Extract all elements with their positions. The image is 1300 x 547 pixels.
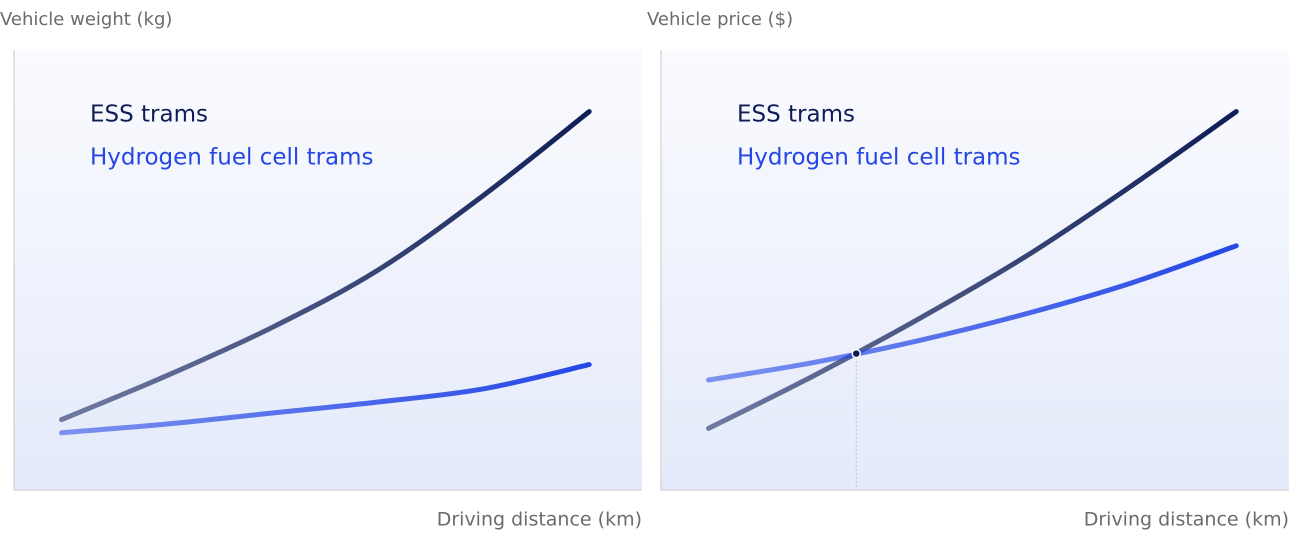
x-axis-label: Driving distance (km): [437, 509, 642, 531]
chart-title: Vehicle price ($): [647, 9, 793, 30]
chart-title: Vehicle weight (kg): [0, 9, 172, 30]
legend-label: Hydrogen fuel cell trams: [737, 145, 1021, 171]
legend-label: Hydrogen fuel cell trams: [90, 145, 374, 171]
plot-background: [661, 50, 1289, 490]
legend-label: ESS trams: [737, 102, 855, 128]
marker-point: [851, 348, 862, 359]
series-line: [705, 243, 1239, 383]
series-line: [705, 109, 1239, 431]
series-line: [58, 109, 592, 423]
series-line: [58, 362, 592, 436]
x-axis-label: Driving distance (km): [1084, 509, 1289, 531]
legend-label: ESS trams: [90, 102, 208, 128]
plot-background: [14, 50, 642, 490]
